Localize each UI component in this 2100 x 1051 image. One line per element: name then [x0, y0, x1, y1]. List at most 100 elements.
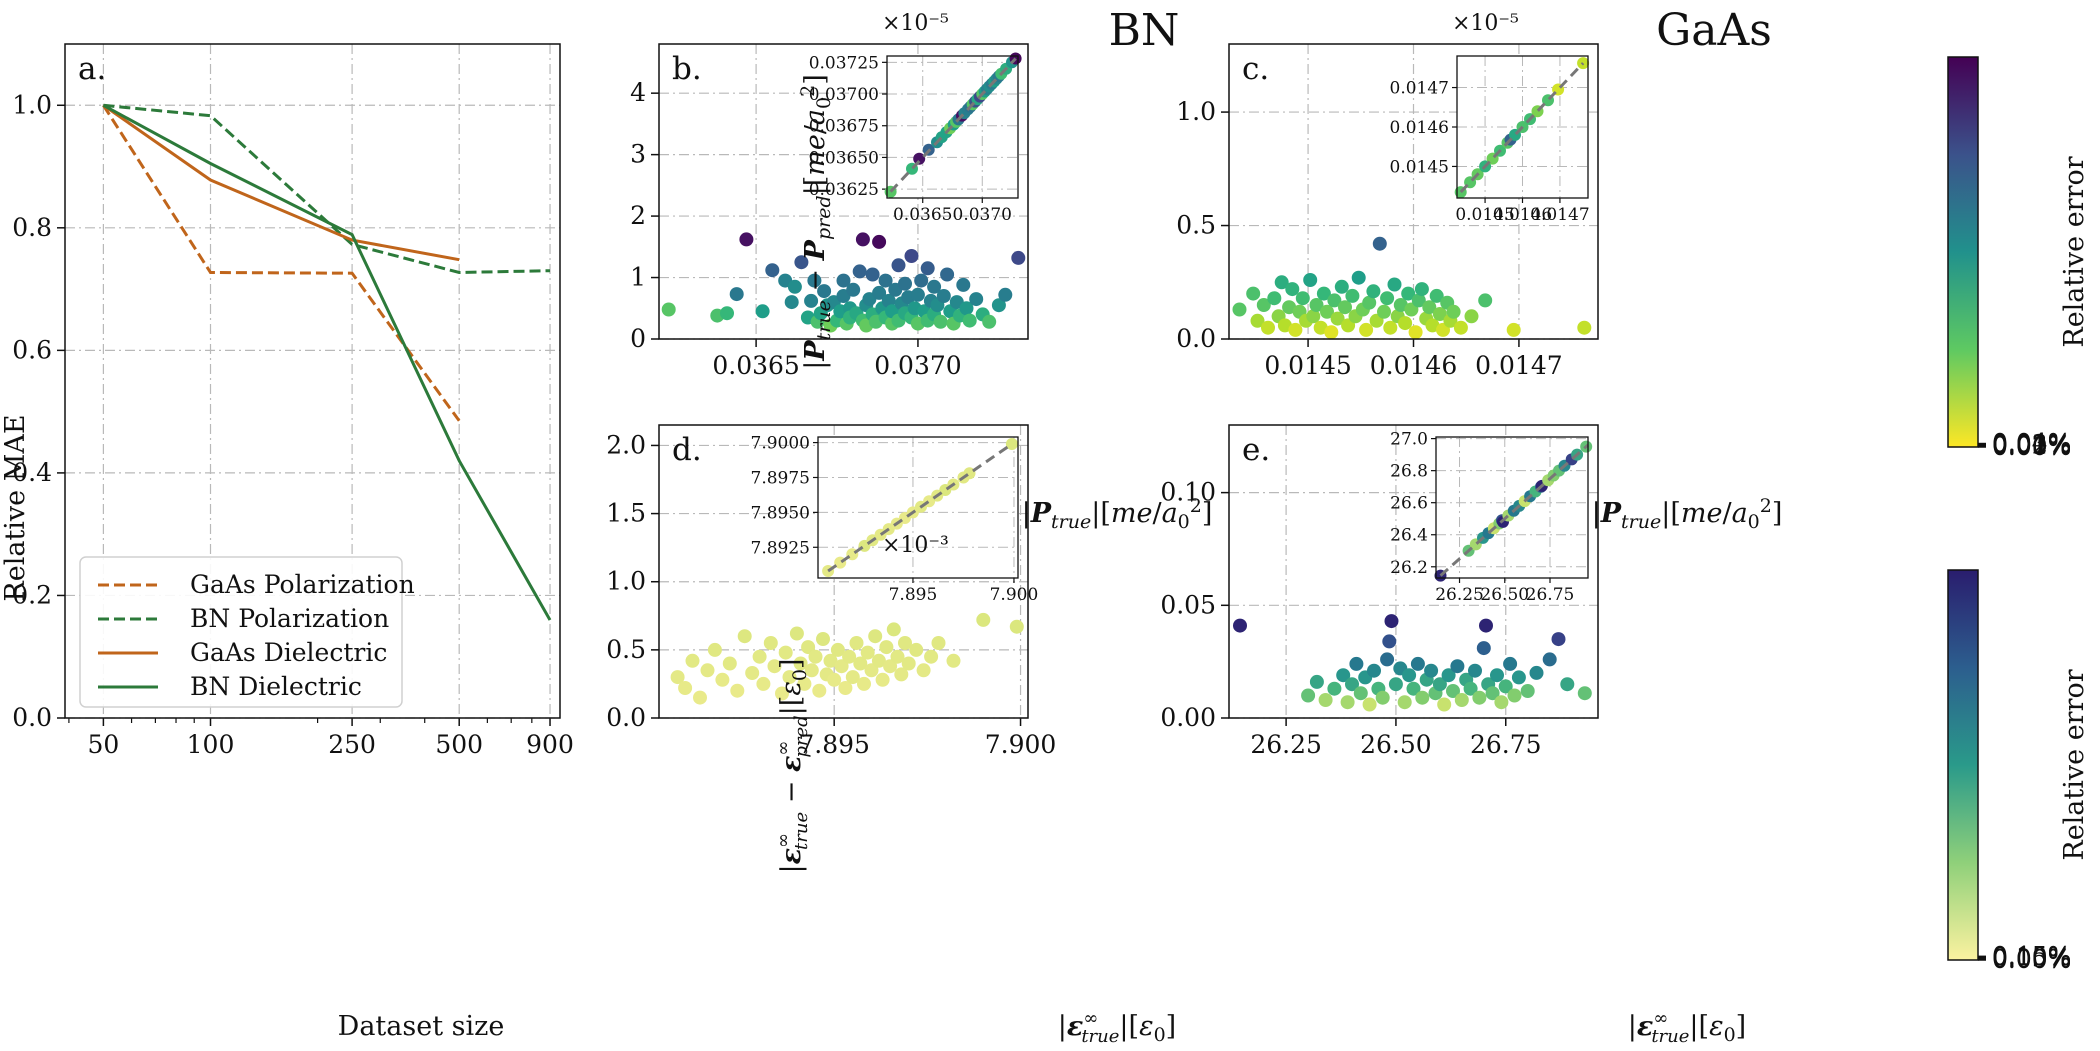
panel-e-point	[1382, 634, 1397, 649]
panel-a-frame	[64, 43, 561, 719]
panel-b-point	[891, 258, 906, 273]
panel-e-point	[1301, 688, 1316, 703]
panel-b-ytick-label: 0	[630, 324, 646, 353]
panel-d-point	[775, 686, 789, 701]
panel-d-label: d.	[672, 432, 702, 468]
panel-d-point	[976, 612, 991, 627]
panel-d-point	[864, 663, 879, 678]
colorbar-tick-label: 0.10%	[1992, 943, 2071, 972]
panel-b-point	[765, 263, 780, 278]
panel-e-point	[1520, 684, 1535, 698]
panel-e-point	[1388, 677, 1403, 692]
panel-e-point	[1490, 668, 1504, 683]
panel-d-ytick-label: 1.0	[606, 567, 646, 596]
panel-b-point	[904, 249, 919, 263]
panel-b-inset-ytick-label: 0.03650	[809, 148, 879, 168]
panel-a-ylabel: Relative MAE	[0, 414, 31, 601]
panel-a-legend-box	[79, 556, 403, 708]
svg-text:|Ptrue − Ppred|[me/a02]: |Ptrue − Ppred|[me/a02]	[797, 74, 835, 370]
panel-e-point	[1551, 632, 1566, 647]
panel-c-point	[1309, 298, 1324, 312]
panel-d-point	[842, 649, 857, 664]
panel-c-point	[1411, 293, 1426, 308]
panel-d-point	[793, 656, 808, 671]
panel-e-frame	[1228, 424, 1599, 719]
panel-c-frame	[1228, 43, 1599, 340]
panel-c-point	[1288, 322, 1303, 337]
colorbar-tick-label: 0.00%	[1992, 432, 2071, 461]
panel-c-point	[1577, 320, 1592, 335]
colorbar-bottom-label: Relative error	[2059, 669, 2090, 860]
panel-b-frame	[658, 43, 1029, 340]
panel-e-point	[1402, 668, 1417, 683]
panel-e-point	[1397, 695, 1412, 710]
panel-e-xtick-label: 26.75	[1470, 730, 1542, 759]
panel-c-point	[1330, 311, 1345, 326]
panel-e-inset-ytick-label: 26.8	[1390, 462, 1428, 482]
colorbar-tick-label: 0.02%	[1992, 430, 2071, 459]
panel-b-point	[959, 301, 974, 316]
panel-e-point	[1415, 690, 1430, 705]
panel-d-point	[879, 640, 894, 655]
panel-b-point	[927, 279, 942, 294]
panel-e-point	[1507, 688, 1522, 703]
panel-a-xlabel: Dataset size	[338, 1011, 505, 1042]
panel-c-ytick-label: 1.0	[1176, 97, 1216, 126]
panel-d-point	[886, 622, 901, 637]
panel-b-point	[969, 292, 984, 307]
panel-e-point	[1432, 677, 1447, 692]
panel-e-point	[1472, 690, 1487, 705]
panel-b-inset-ytick-label: 0.03700	[809, 85, 879, 105]
panel-e-xtick-label: 26.25	[1250, 730, 1322, 759]
panel-b-point	[898, 276, 912, 291]
panel-a-legend-label-0: GaAs Polarization	[190, 570, 415, 599]
panel-c-multiplier: ×10⁻⁵	[1452, 11, 1519, 36]
panel-c-point	[1393, 298, 1408, 312]
panel-c-inset-xtick-label: 0.0147	[1530, 205, 1589, 225]
panel-b-point	[998, 287, 1013, 302]
panel-a-ytick-label: 1.0	[12, 90, 52, 119]
panel-c-point	[1414, 282, 1429, 297]
panel-b-point	[852, 264, 867, 279]
bn-column-title: BN	[1109, 5, 1180, 56]
panel-c-point	[1425, 318, 1440, 333]
colorbar-bottom-gradient	[1947, 569, 1979, 961]
panel-e-point	[1511, 670, 1526, 685]
panel-d-inset-frame	[817, 436, 1019, 579]
panel-c-point	[1506, 322, 1521, 337]
panel-e-ytick-label: 0.00	[1160, 703, 1216, 732]
panel-a-series-line-3	[102, 103, 552, 621]
panel-c-point	[1338, 300, 1352, 315]
panel-c-point	[1277, 318, 1292, 333]
panel-c-point	[1401, 286, 1416, 301]
panel-d-multiplier: ×10⁻³	[882, 533, 949, 558]
panel-c-point	[1232, 302, 1247, 317]
panel-e-point	[1375, 690, 1390, 705]
panel-d-point	[946, 653, 961, 668]
panel-b-point	[836, 273, 851, 288]
panel-b-label: b.	[672, 51, 702, 87]
panel-d-inset-xtick-label: 7.895	[889, 585, 938, 605]
panel-d-point	[853, 656, 868, 671]
panel-d-point	[1009, 619, 1024, 634]
panel-e-point	[1479, 618, 1493, 633]
panel-c-xtick-label: 0.0145	[1264, 351, 1351, 380]
panel-c-point	[1250, 313, 1265, 328]
panel-b-point	[794, 255, 809, 270]
panel-d-point	[767, 659, 782, 674]
panel-e-point	[1463, 681, 1478, 696]
svg-text:|ε∞true|[ε0]: |ε∞ true|[ε0]	[1058, 1008, 1176, 1047]
panel-d-point	[924, 649, 939, 664]
panel-d-point	[763, 636, 778, 650]
panel-d-point	[898, 636, 912, 650]
panel-b-point	[865, 267, 880, 282]
panel-d-point	[849, 636, 864, 650]
panel-d-point	[890, 649, 905, 664]
panel-e-inset-frame	[1435, 436, 1589, 579]
panel-b-inset-ytick-label: 0.03725	[809, 53, 879, 73]
colorbar-tick-label: 0.01%	[1992, 431, 2071, 460]
panel-c-point	[1380, 291, 1395, 306]
panel-d-point	[693, 690, 707, 705]
panel-c-point	[1261, 320, 1275, 335]
